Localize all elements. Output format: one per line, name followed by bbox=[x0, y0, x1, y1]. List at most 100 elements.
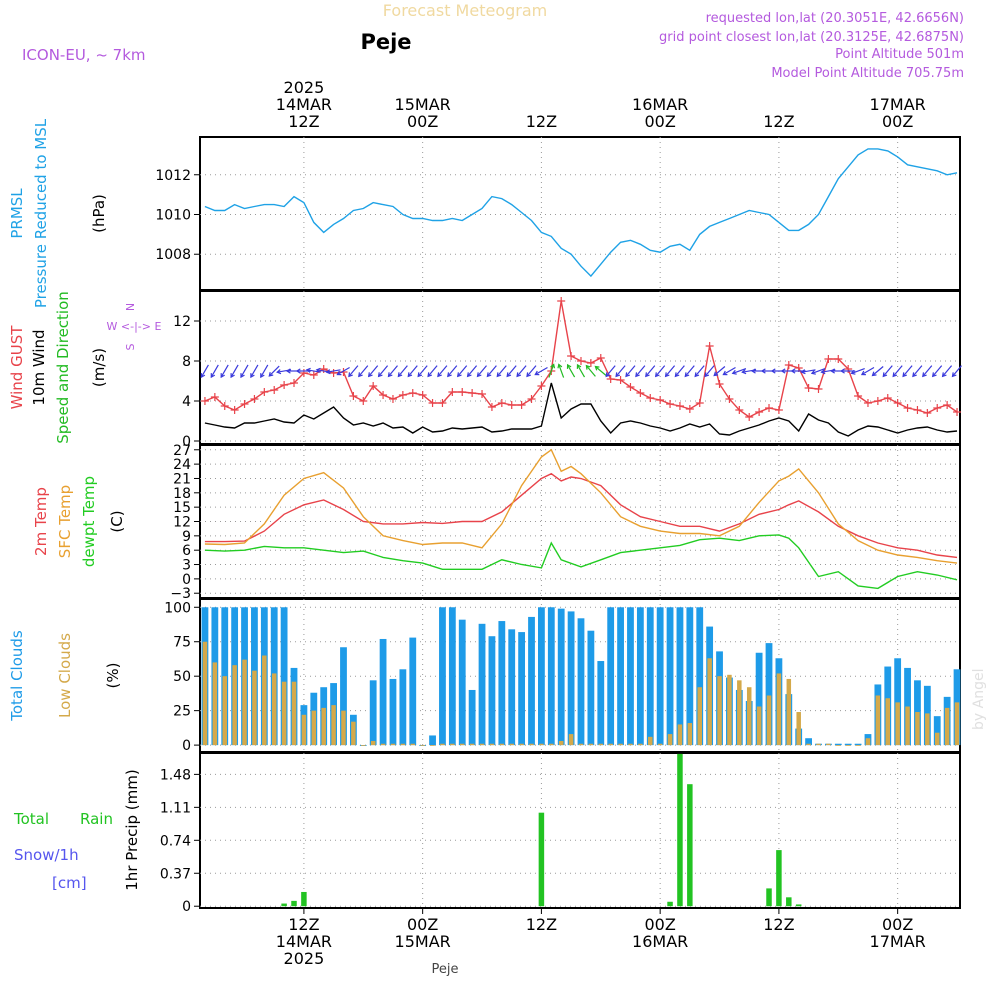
wind-arrow bbox=[605, 365, 616, 377]
gust-marker bbox=[873, 397, 882, 405]
wind-arrow bbox=[902, 365, 913, 377]
clouds-bar bbox=[450, 743, 455, 746]
gust-marker bbox=[299, 369, 308, 377]
wind-arrow-head bbox=[417, 372, 423, 378]
wind-arrow-head bbox=[594, 365, 600, 371]
y-tick-label: 50 bbox=[173, 669, 191, 685]
gust-marker bbox=[448, 388, 457, 396]
clouds-bar bbox=[805, 738, 812, 746]
wind-arrow bbox=[337, 366, 350, 376]
wind-arrow bbox=[811, 368, 826, 374]
ylabel-temperature-1: SFC Temp bbox=[56, 485, 74, 558]
gust-marker bbox=[913, 406, 922, 414]
wind-arrow bbox=[368, 365, 379, 377]
gust-marker bbox=[695, 399, 704, 407]
precip-bar bbox=[538, 812, 545, 907]
wind-arrow bbox=[655, 365, 666, 377]
wind-arrow-head bbox=[722, 370, 728, 376]
wind-arrow bbox=[378, 365, 389, 377]
y-tick-label: 9 bbox=[182, 529, 191, 545]
y-tick-label: 4 bbox=[182, 394, 191, 410]
clouds-bar bbox=[765, 643, 773, 746]
wind-arrow-head bbox=[496, 372, 502, 378]
gust-marker bbox=[666, 400, 675, 408]
clouds-bar bbox=[262, 655, 267, 746]
clouds-bar bbox=[340, 647, 347, 746]
ylabel-temperature-2: dewpt Temp bbox=[80, 476, 98, 567]
wind-arrow-head bbox=[557, 363, 563, 369]
gust-marker bbox=[863, 399, 872, 407]
wind-arrow bbox=[595, 366, 607, 376]
clouds-bar bbox=[696, 607, 704, 746]
top-axis-label: 00Z bbox=[882, 112, 913, 131]
wind-arrow-head bbox=[941, 372, 947, 378]
clouds-bar bbox=[202, 641, 208, 746]
model-name: ICON-EU, ~ 7km bbox=[22, 46, 146, 64]
wind-arrow-head bbox=[285, 368, 291, 374]
clouds-bar bbox=[558, 740, 564, 746]
gust-marker bbox=[765, 404, 774, 412]
y-tick-label: 12 bbox=[173, 314, 191, 330]
gust-marker bbox=[923, 409, 932, 417]
clouds-bar bbox=[666, 607, 674, 746]
top-axis-label: 15MAR bbox=[395, 95, 451, 114]
bottom-axis-label: 14MAR bbox=[276, 932, 332, 951]
clouds-bar bbox=[667, 734, 673, 746]
bottom-axis-label: 2025 bbox=[284, 949, 325, 968]
clouds-bar bbox=[657, 743, 663, 746]
clouds-bar bbox=[389, 678, 397, 746]
wind-arrow bbox=[535, 366, 548, 376]
ylabel-clouds-1: Low Clouds bbox=[56, 633, 74, 718]
wind-arrow bbox=[674, 365, 685, 377]
clouds-bar bbox=[568, 734, 574, 746]
wind-arrow bbox=[861, 366, 875, 376]
clouds-bar bbox=[578, 743, 584, 746]
wind-arrow bbox=[240, 364, 249, 378]
top-axis-label: 12Z bbox=[288, 112, 319, 131]
top-axis-label: 12Z bbox=[526, 112, 557, 131]
wind-arrow bbox=[200, 364, 209, 378]
clouds-bar bbox=[429, 735, 436, 746]
gust-marker bbox=[774, 406, 783, 414]
y-tick-label: 21 bbox=[173, 471, 191, 487]
wind-arrow bbox=[268, 365, 280, 377]
wind-arrow bbox=[713, 366, 726, 376]
series-line-prmsl bbox=[204, 148, 958, 278]
wind-arrow-head bbox=[860, 370, 866, 376]
gust-marker bbox=[537, 382, 546, 390]
wind-arrow bbox=[506, 365, 517, 377]
gust-marker bbox=[240, 400, 249, 408]
wind-arrow-head bbox=[506, 372, 512, 378]
wind-arrow-head bbox=[625, 372, 630, 378]
clouds-bar bbox=[390, 743, 396, 746]
wind-arrow-head bbox=[315, 367, 321, 373]
clouds-bar bbox=[944, 707, 950, 746]
y-tick-label: 24 bbox=[173, 457, 191, 473]
series-line-2m-temp bbox=[204, 472, 958, 559]
wind-arrow bbox=[250, 364, 259, 378]
wind-arrow bbox=[704, 365, 715, 377]
wind-arrow bbox=[952, 365, 962, 377]
top-axis-label: 00Z bbox=[407, 112, 438, 131]
clouds-bar bbox=[834, 743, 842, 746]
wind-arrow bbox=[457, 365, 468, 377]
wind-arrow-head bbox=[210, 373, 216, 379]
chart-title: Forecast Meteogram bbox=[383, 1, 547, 20]
gust-marker bbox=[854, 392, 863, 400]
gust-marker bbox=[745, 413, 754, 421]
y-tick-label: 75 bbox=[173, 635, 191, 651]
gust-marker bbox=[804, 384, 813, 392]
clouds-bar bbox=[341, 710, 346, 746]
y-tick-label: 27 bbox=[173, 443, 191, 459]
clouds-bar bbox=[459, 743, 465, 746]
gust-marker bbox=[507, 401, 516, 409]
wind-arrow-head bbox=[694, 372, 700, 378]
clouds-bar bbox=[519, 743, 524, 746]
wind-arrow-head bbox=[358, 372, 363, 378]
gust-marker bbox=[755, 408, 764, 416]
wind-arrow bbox=[417, 365, 428, 377]
gust-marker bbox=[685, 405, 694, 413]
clouds-bar bbox=[933, 716, 941, 746]
wind-arrow bbox=[635, 365, 646, 377]
